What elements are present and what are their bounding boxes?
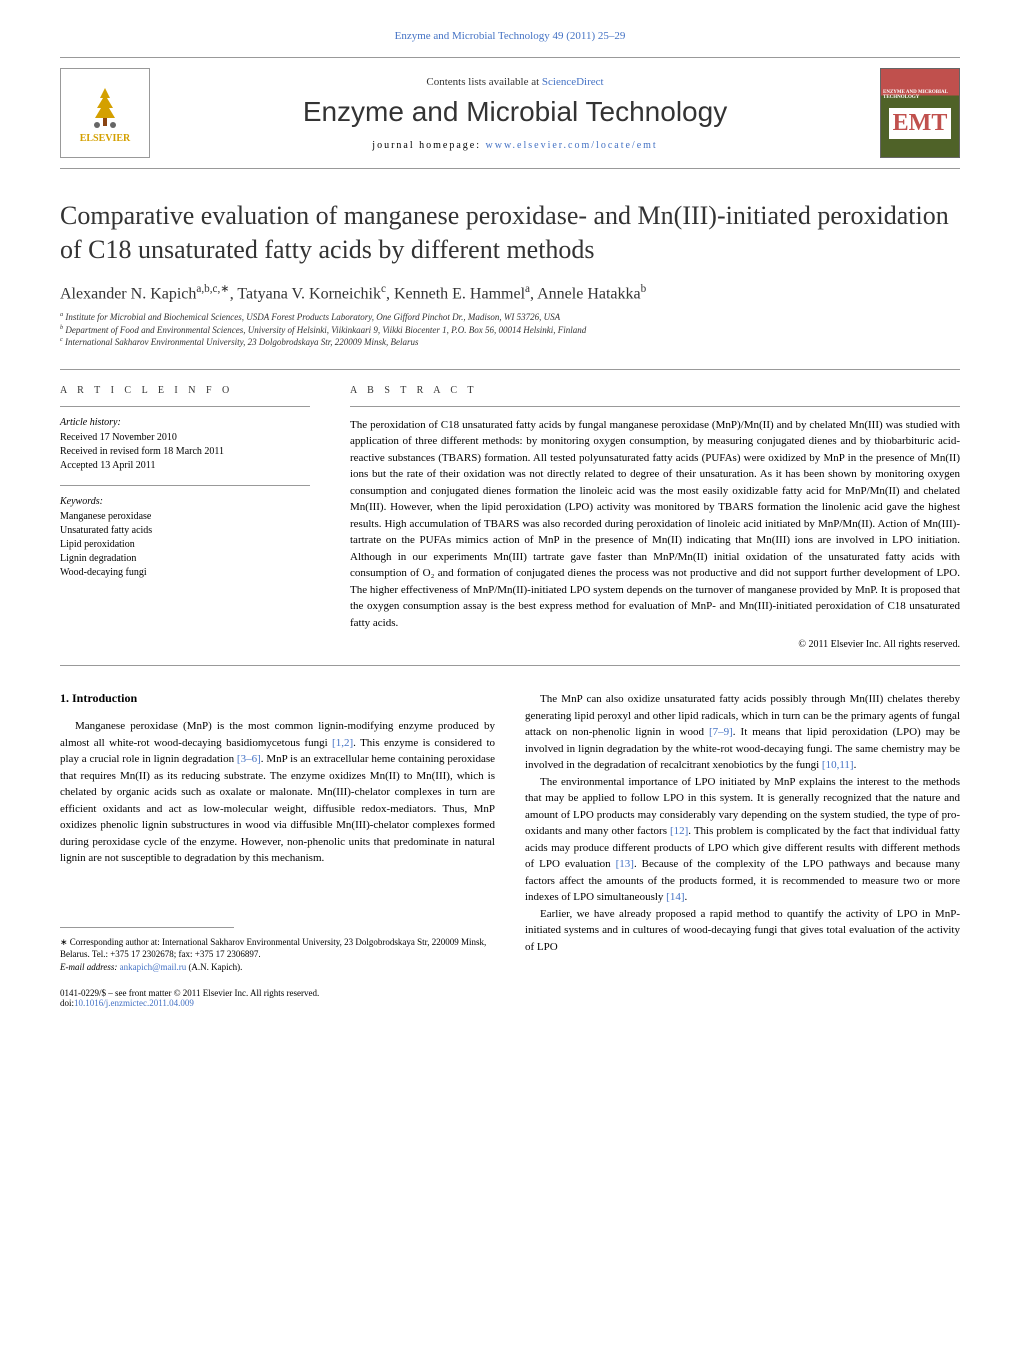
article-title: Comparative evaluation of manganese pero…	[60, 199, 960, 267]
email-label: E-mail address:	[60, 962, 120, 972]
keywords-list: Manganese peroxidase Unsaturated fatty a…	[60, 510, 310, 580]
homepage-text: journal homepage: www.elsevier.com/locat…	[150, 140, 880, 151]
ref-link[interactable]: [1,2]	[332, 737, 353, 749]
affiliation-b: b Department of Food and Environmental S…	[60, 324, 960, 337]
left-column: 1. Introduction Manganese peroxidase (Mn…	[60, 691, 495, 1008]
history-heading: Article history:	[60, 417, 310, 428]
intro-para3: The environmental importance of LPO init…	[525, 774, 960, 906]
elsevier-tree-icon	[85, 83, 125, 133]
doi: doi:10.1016/j.enzmictec.2011.04.009	[60, 998, 495, 1008]
header-center: Contents lists available at ScienceDirec…	[150, 76, 880, 151]
email-link[interactable]: ankapich@mail.ru	[120, 962, 187, 972]
copyright-text: © 2011 Elsevier Inc. All rights reserved…	[350, 639, 960, 650]
ref-link[interactable]: [12]	[670, 825, 688, 837]
abstract-section: A B S T R A C T The peroxidation of C18 …	[330, 385, 960, 651]
homepage-label: journal homepage:	[372, 140, 485, 151]
article-info: A R T I C L E I N F O Article history: R…	[60, 385, 330, 651]
keywords-heading: Keywords:	[60, 496, 310, 507]
sciencedirect-link[interactable]: ScienceDirect	[542, 76, 604, 88]
contents-available-text: Contents lists available at ScienceDirec…	[150, 76, 880, 88]
email-name: (A.N. Kapich).	[186, 962, 242, 972]
right-column: The MnP can also oxidize unsaturated fat…	[525, 691, 960, 1008]
front-matter: 0141-0229/$ – see front matter © 2011 El…	[60, 988, 495, 998]
intro-para4: Earlier, we have already proposed a rapi…	[525, 906, 960, 956]
ref-link[interactable]: [13]	[616, 858, 634, 870]
ref-link[interactable]: [10,11]	[822, 759, 854, 771]
emt-small-text: ENZYME AND MICROBIAL TECHNOLOGY	[881, 88, 959, 103]
header-container: ELSEVIER Contents lists available at Sci…	[60, 57, 960, 169]
intro-para2: The MnP can also oxidize unsaturated fat…	[525, 691, 960, 774]
journal-reference: Enzyme and Microbial Technology 49 (2011…	[60, 30, 960, 42]
info-section: A R T I C L E I N F O Article history: R…	[60, 369, 960, 667]
abstract-heading: A B S T R A C T	[350, 385, 960, 396]
ref-link[interactable]: [7–9]	[709, 726, 733, 738]
footer-divider	[60, 927, 234, 928]
ref-link[interactable]: [3–6]	[237, 753, 261, 765]
authors: Alexander N. Kapicha,b,c,∗, Tatyana V. K…	[60, 282, 960, 303]
affiliation-a: a Institute for Microbial and Biochemica…	[60, 311, 960, 324]
contents-label: Contents lists available at	[426, 76, 541, 88]
emt-logo: ENZYME AND MICROBIAL TECHNOLOGY EMT	[880, 68, 960, 158]
doi-link[interactable]: 10.1016/j.enzmictec.2011.04.009	[74, 998, 194, 1008]
homepage-link[interactable]: www.elsevier.com/locate/emt	[486, 140, 658, 151]
intro-para1: Manganese peroxidase (MnP) is the most c…	[60, 718, 495, 867]
ref-link[interactable]: [14]	[666, 891, 684, 903]
elsevier-logo: ELSEVIER	[60, 68, 150, 158]
article-info-heading: A R T I C L E I N F O	[60, 385, 310, 396]
affiliations: a Institute for Microbial and Biochemica…	[60, 311, 960, 349]
main-content: 1. Introduction Manganese peroxidase (Mn…	[60, 691, 960, 1008]
corresponding-author: ∗ Corresponding author at: International…	[60, 936, 495, 974]
abstract-text: The peroxidation of C18 unsaturated fatt…	[350, 417, 960, 632]
elsevier-label: ELSEVIER	[80, 133, 131, 144]
intro-heading: 1. Introduction	[60, 691, 495, 706]
history-text: Received 17 November 2010 Received in re…	[60, 431, 310, 473]
journal-title: Enzyme and Microbial Technology	[150, 96, 880, 128]
affiliation-c: c International Sakharov Environmental U…	[60, 336, 960, 349]
emt-large-text: EMT	[889, 108, 952, 139]
